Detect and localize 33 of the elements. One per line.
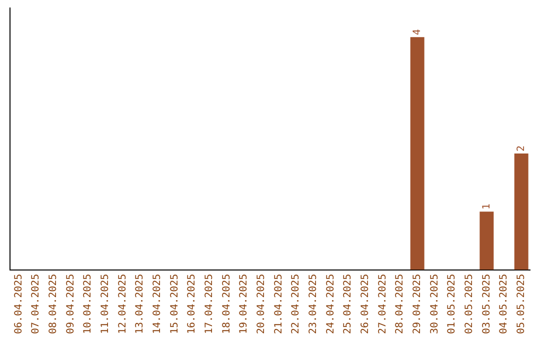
x-tick-label: 13.04.2025	[134, 274, 146, 334]
x-tick-label: 26.04.2025	[360, 274, 371, 334]
x-tick-label: 06.04.2025	[13, 274, 24, 334]
data-label: 2	[516, 145, 527, 152]
x-tick-label: 21.04.2025	[273, 274, 284, 334]
x-tick-label: 30.04.2025	[429, 274, 440, 334]
x-tick-label: 27.04.2025	[377, 274, 388, 334]
x-tick-label: 22.04.2025	[290, 274, 302, 334]
x-tick-label: 28.04.2025	[394, 274, 406, 334]
x-tick-label: 11.04.2025	[100, 274, 111, 334]
x-tick-label: 18.04.2025	[221, 274, 232, 334]
x-tick-label: 05.05.2025	[516, 274, 527, 334]
x-tick-label: 14.04.2025	[152, 274, 163, 334]
data-label: 4	[412, 29, 423, 36]
x-tick-label: 04.05.2025	[498, 274, 510, 334]
x-tick-label: 01.05.2025	[446, 274, 458, 334]
x-tick-label: 16.04.2025	[186, 274, 198, 334]
x-tick-label: 20.04.2025	[256, 274, 267, 334]
x-tick-label: 03.05.2025	[481, 274, 492, 334]
x-tick-label: 24.04.2025	[325, 274, 336, 334]
x-tick-label: 15.04.2025	[169, 274, 180, 334]
x-tick-label: 08.04.2025	[48, 274, 59, 334]
x-tick-label: 25.04.2025	[342, 274, 354, 334]
x-tick-label: 17.04.2025	[204, 274, 215, 334]
data-label: 1	[481, 204, 492, 210]
x-tick-label: 23.04.2025	[308, 274, 319, 334]
x-tick-label: 07.04.2025	[30, 274, 42, 334]
x-tick-label: 19.04.2025	[238, 274, 250, 334]
x-tick-label: 29.04.2025	[412, 274, 423, 334]
x-tick-label: 12.04.2025	[117, 274, 128, 334]
x-tick-label: 02.05.2025	[464, 274, 475, 334]
x-tick-label: 09.04.2025	[65, 274, 76, 334]
x-tick-label: 10.04.2025	[82, 274, 94, 334]
